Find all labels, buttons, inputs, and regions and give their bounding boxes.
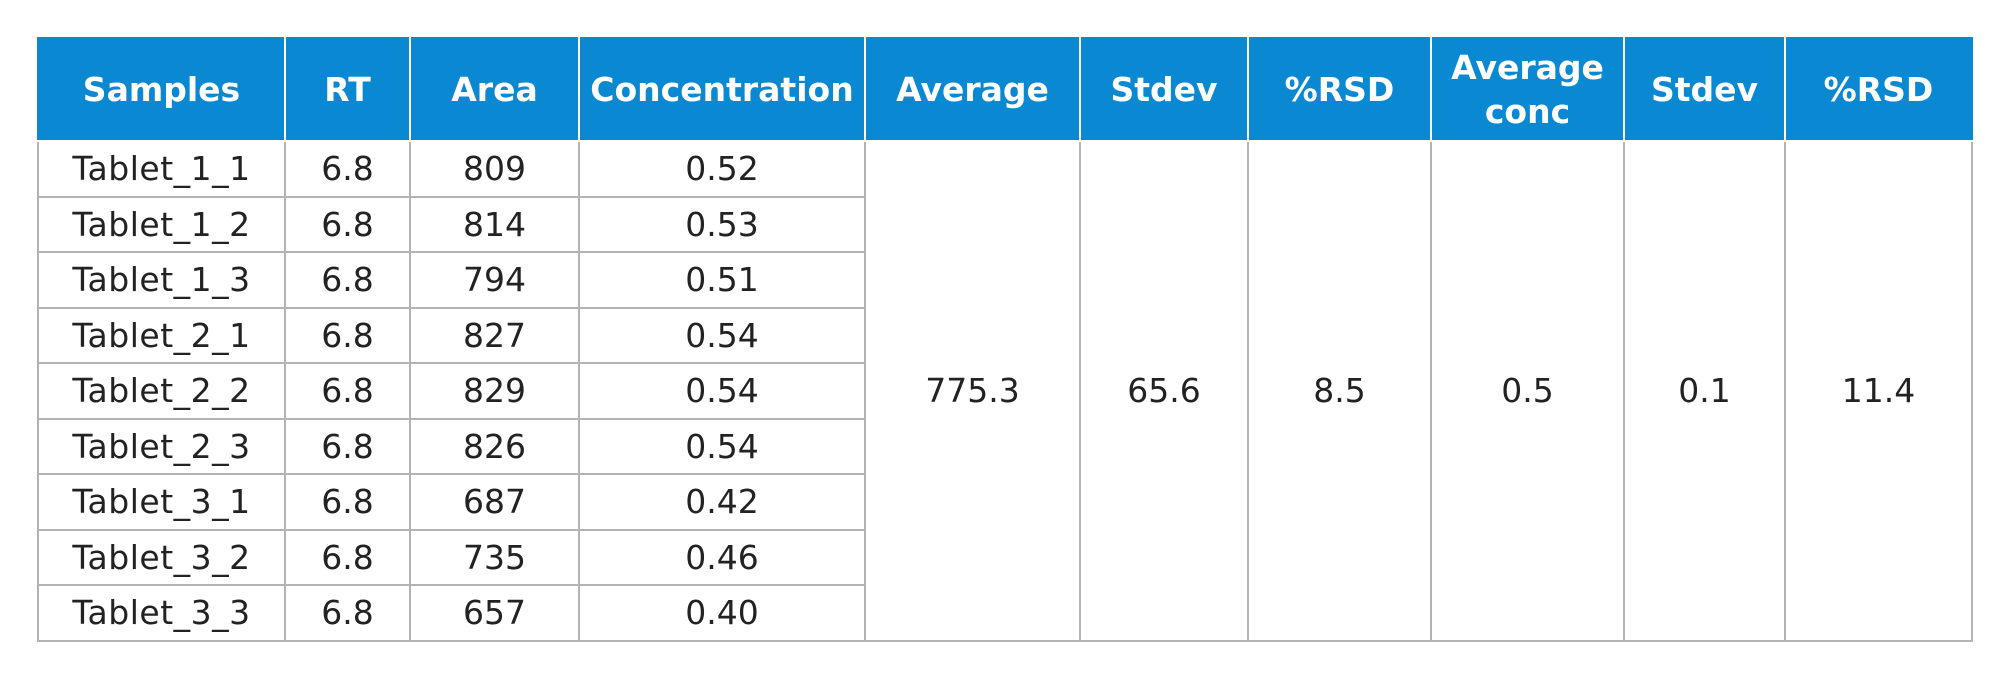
area-cell: 794 [409, 251, 580, 309]
header-concentration: Concentration [578, 37, 866, 142]
area-cell: 735 [409, 528, 580, 586]
rt-cell: 6.8 [284, 528, 411, 586]
results-table-container: Samples RT Area Concentration Average St… [37, 37, 1973, 642]
sample-cell: Tablet_2_3 [37, 417, 286, 475]
header-average-conc: Average conc [1430, 37, 1625, 142]
header-area: Area [409, 37, 580, 142]
table-row: Tablet_1_3 6.8 794 0.51 [37, 251, 1972, 309]
table-row: Tablet_1_1 6.8 809 0.52 775.3 65.6 8.5 0… [37, 140, 1973, 642]
header-rsd-area: %RSD [1247, 37, 1432, 142]
concentration-cell: 0.54 [578, 417, 866, 475]
area-cell: 809 [409, 140, 580, 198]
average-area-cell: 775.3 [864, 140, 1081, 642]
average-conc-cell: 0.5 [1430, 140, 1625, 642]
concentration-cell: 0.46 [578, 528, 866, 586]
rt-cell: 6.8 [284, 306, 411, 364]
header-stdev-conc: Stdev [1623, 37, 1786, 142]
table-row: Tablet_3_1 6.8 687 0.42 [37, 473, 1972, 531]
area-cell: 657 [409, 584, 580, 642]
header-row: Samples RT Area Concentration Average St… [37, 37, 1973, 142]
table-row: Tablet_3_2 6.8 735 0.46 [37, 528, 1972, 586]
table-row: Tablet_2_2 6.8 829 0.54 [37, 362, 1972, 420]
table-row: Tablet_3_3 6.8 657 0.40 [37, 584, 1972, 642]
concentration-cell: 0.54 [578, 306, 866, 364]
rt-cell: 6.8 [284, 417, 411, 475]
concentration-cell: 0.51 [578, 251, 866, 309]
sample-cell: Tablet_1_3 [37, 251, 286, 309]
concentration-cell: 0.54 [578, 362, 866, 420]
concentration-cell: 0.53 [578, 195, 866, 253]
rt-cell: 6.8 [284, 584, 411, 642]
sample-cell: Tablet_3_1 [37, 473, 286, 531]
table-row: Tablet_2_3 6.8 826 0.54 [37, 417, 1972, 475]
area-cell: 814 [409, 195, 580, 253]
rt-cell: 6.8 [284, 140, 411, 198]
sample-cell: Tablet_1_2 [37, 195, 286, 253]
sample-cell: Tablet_3_2 [37, 528, 286, 586]
header-rsd-conc: %RSD [1784, 37, 1973, 142]
concentration-cell: 0.42 [578, 473, 866, 531]
header-samples: Samples [37, 37, 286, 142]
area-cell: 687 [409, 473, 580, 531]
sample-cell: Tablet_3_3 [37, 584, 286, 642]
results-table: Samples RT Area Concentration Average St… [37, 37, 1973, 642]
header-rt: RT [284, 37, 411, 142]
table-row: Tablet_2_1 6.8 827 0.54 [37, 306, 1972, 364]
rt-cell: 6.8 [284, 251, 411, 309]
header-stdev-area: Stdev [1079, 37, 1249, 142]
concentration-cell: 0.52 [578, 140, 866, 198]
rt-cell: 6.8 [284, 362, 411, 420]
rt-cell: 6.8 [284, 473, 411, 531]
rsd-conc-cell: 11.4 [1784, 140, 1973, 642]
table-row: Tablet_1_2 6.8 814 0.53 [37, 195, 1972, 253]
area-cell: 829 [409, 362, 580, 420]
stdev-area-cell: 65.6 [1079, 140, 1249, 642]
stdev-conc-cell: 0.1 [1623, 140, 1786, 642]
rt-cell: 6.8 [284, 195, 411, 253]
sample-cell: Tablet_2_2 [37, 362, 286, 420]
area-cell: 827 [409, 306, 580, 364]
concentration-cell: 0.40 [578, 584, 866, 642]
area-cell: 826 [409, 417, 580, 475]
rsd-area-cell: 8.5 [1247, 140, 1432, 642]
sample-cell: Tablet_2_1 [37, 306, 286, 364]
header-average: Average [864, 37, 1081, 142]
sample-cell: Tablet_1_1 [37, 140, 286, 198]
